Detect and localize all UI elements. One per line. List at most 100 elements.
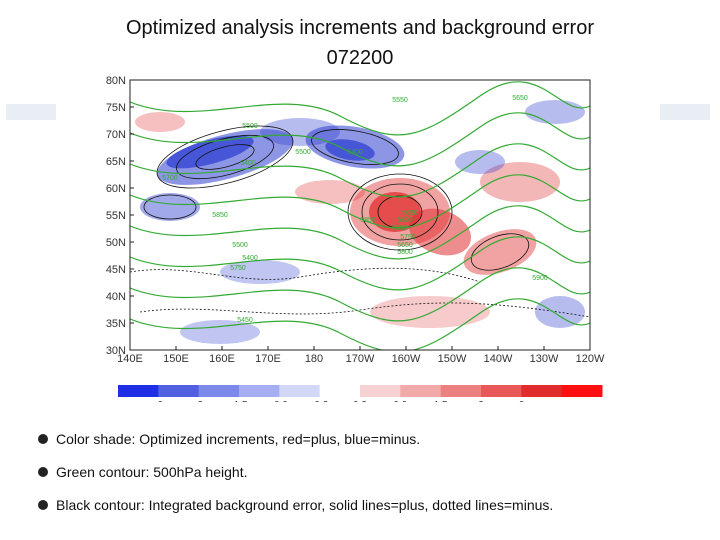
- height-contour: [130, 205, 590, 260]
- contour-label: 5650: [512, 95, 528, 102]
- bullet-icon: [38, 467, 48, 477]
- latitude-labels: 80N 75N 70N 65N 60N 55N 50N 45N 40N 35N 30N: [106, 75, 134, 357]
- lat-label: 65N: [106, 156, 126, 168]
- colorbar-swatch: [279, 385, 321, 397]
- increment-shade: [455, 150, 505, 174]
- increment-shade: [370, 296, 490, 328]
- lat-label: 45N: [106, 264, 126, 276]
- colorbar-label: -6: [154, 400, 163, 402]
- colorbar-swatch: [319, 385, 361, 397]
- note-black-contour: Black contour: Integrated background err…: [34, 496, 694, 514]
- note-green-contour: Green contour: 500hPa height.: [34, 463, 694, 481]
- height-contour: [130, 81, 590, 136]
- lon-label: 160E: [209, 353, 235, 365]
- background-error-contours: [130, 125, 590, 318]
- lat-label: 80N: [106, 75, 126, 87]
- contour-label: 5850: [360, 217, 376, 224]
- note-text: Black contour: Integrated background err…: [56, 497, 554, 513]
- slide-title: Optimized analysis increments and backgr…: [126, 17, 594, 39]
- colorbar-label: 6: [519, 400, 525, 402]
- lat-label: 60N: [106, 183, 126, 195]
- height-contour: [130, 143, 590, 198]
- contour-label: 5800: [397, 249, 413, 256]
- contour-label: 5850: [212, 212, 228, 219]
- colorbar-swatch: [481, 385, 522, 397]
- lat-label: 30N: [106, 345, 126, 357]
- contour-label: 5650: [402, 210, 418, 217]
- notes-list: Color shade: Optimized increments, red=p…: [34, 430, 694, 529]
- colorbar-swatch: [360, 385, 401, 397]
- increment-shade: [295, 180, 365, 204]
- height-contour: [130, 112, 590, 167]
- increment-shade: [409, 208, 471, 256]
- contour-label: 5800: [397, 217, 413, 224]
- bullet-icon: [38, 500, 48, 510]
- increment-shade: [220, 260, 300, 284]
- increment-shade: [463, 229, 537, 275]
- increment-shade: [369, 192, 421, 232]
- contour-label: 5400: [347, 149, 363, 156]
- left-band: [6, 104, 56, 120]
- lat-label: 50N: [106, 237, 126, 249]
- colorbar-swatch: [198, 385, 240, 397]
- increment-shade: [525, 100, 585, 124]
- lon-label: 170E: [255, 353, 281, 365]
- increment-shading: [135, 100, 585, 344]
- colorbar-swatch: [239, 385, 280, 397]
- contour-label: 5550: [392, 97, 408, 104]
- lat-label: 40N: [106, 291, 126, 303]
- lon-label: 180: [305, 353, 323, 365]
- contour-label: 5900: [532, 275, 548, 282]
- contour-label: 5700: [162, 175, 178, 182]
- note-text: Color shade: Optimized increments, red=p…: [56, 431, 421, 447]
- error-contour: [361, 183, 439, 241]
- lon-label: 140E: [117, 353, 143, 365]
- colorbar-swatch: [118, 385, 159, 397]
- lon-label: 140W: [484, 353, 513, 365]
- contour-label: 5400: [240, 160, 256, 167]
- colorbar-swatch: [158, 385, 200, 397]
- error-contour-dotted: [130, 267, 481, 283]
- error-contour: [470, 233, 530, 271]
- note-text: Green contour: 500hPa height.: [56, 464, 248, 480]
- lon-label: 150W: [438, 353, 467, 365]
- colorbar-label: -3: [194, 400, 203, 402]
- increment-shade: [325, 139, 375, 161]
- contour-label: 5500: [232, 242, 248, 249]
- contour-label: 5850: [392, 225, 408, 232]
- error-contour-dotted: [139, 302, 590, 318]
- plot-area: [130, 80, 590, 350]
- increment-shade: [480, 162, 560, 202]
- increment-shade: [140, 193, 200, 221]
- error-contour: [311, 129, 399, 165]
- colorbar-swatch: [561, 385, 603, 397]
- height-contours: [130, 81, 590, 350]
- colorbar-label: -1.5: [230, 400, 248, 402]
- contour-labels: 5500 5500 5400 5400 5700 5850 5500 5400 5750 5650…: [162, 95, 548, 324]
- height-contour: [130, 236, 590, 291]
- height-contour: [130, 298, 590, 350]
- colorbar-label: 0.3: [353, 400, 367, 402]
- colorbar-swatch: [521, 385, 563, 397]
- bullet-icon: [38, 434, 48, 444]
- right-band: [660, 104, 710, 120]
- lon-label: 150E: [163, 353, 189, 365]
- colorbar-label: 1.5: [434, 400, 448, 402]
- increment-shade: [180, 320, 260, 344]
- error-contour: [156, 125, 294, 189]
- colorbar: -6 -3 -1.5 -0.9 -0.3 0.3 0.9 1.5 3 6: [118, 385, 603, 402]
- lat-label: 55N: [106, 210, 126, 222]
- contour-label: 5650: [397, 242, 413, 249]
- lon-label: 160W: [392, 353, 421, 365]
- colorbar-swatch: [440, 385, 482, 397]
- contour-label: 5400: [242, 255, 258, 262]
- longitude-labels: 140E 150E 160E 170E 180 170W 160W 150W 140W 130W 1…: [117, 346, 605, 365]
- contour-label: 5500: [242, 123, 258, 130]
- colorbar-label: 3: [478, 400, 484, 402]
- increment-shade: [135, 112, 185, 132]
- colorbar-label: -0.9: [271, 400, 289, 402]
- lat-label: 35N: [106, 318, 126, 330]
- lat-label: 75N: [106, 102, 126, 114]
- contour-label: 5750: [230, 265, 246, 272]
- contour-label: 5500: [295, 149, 311, 156]
